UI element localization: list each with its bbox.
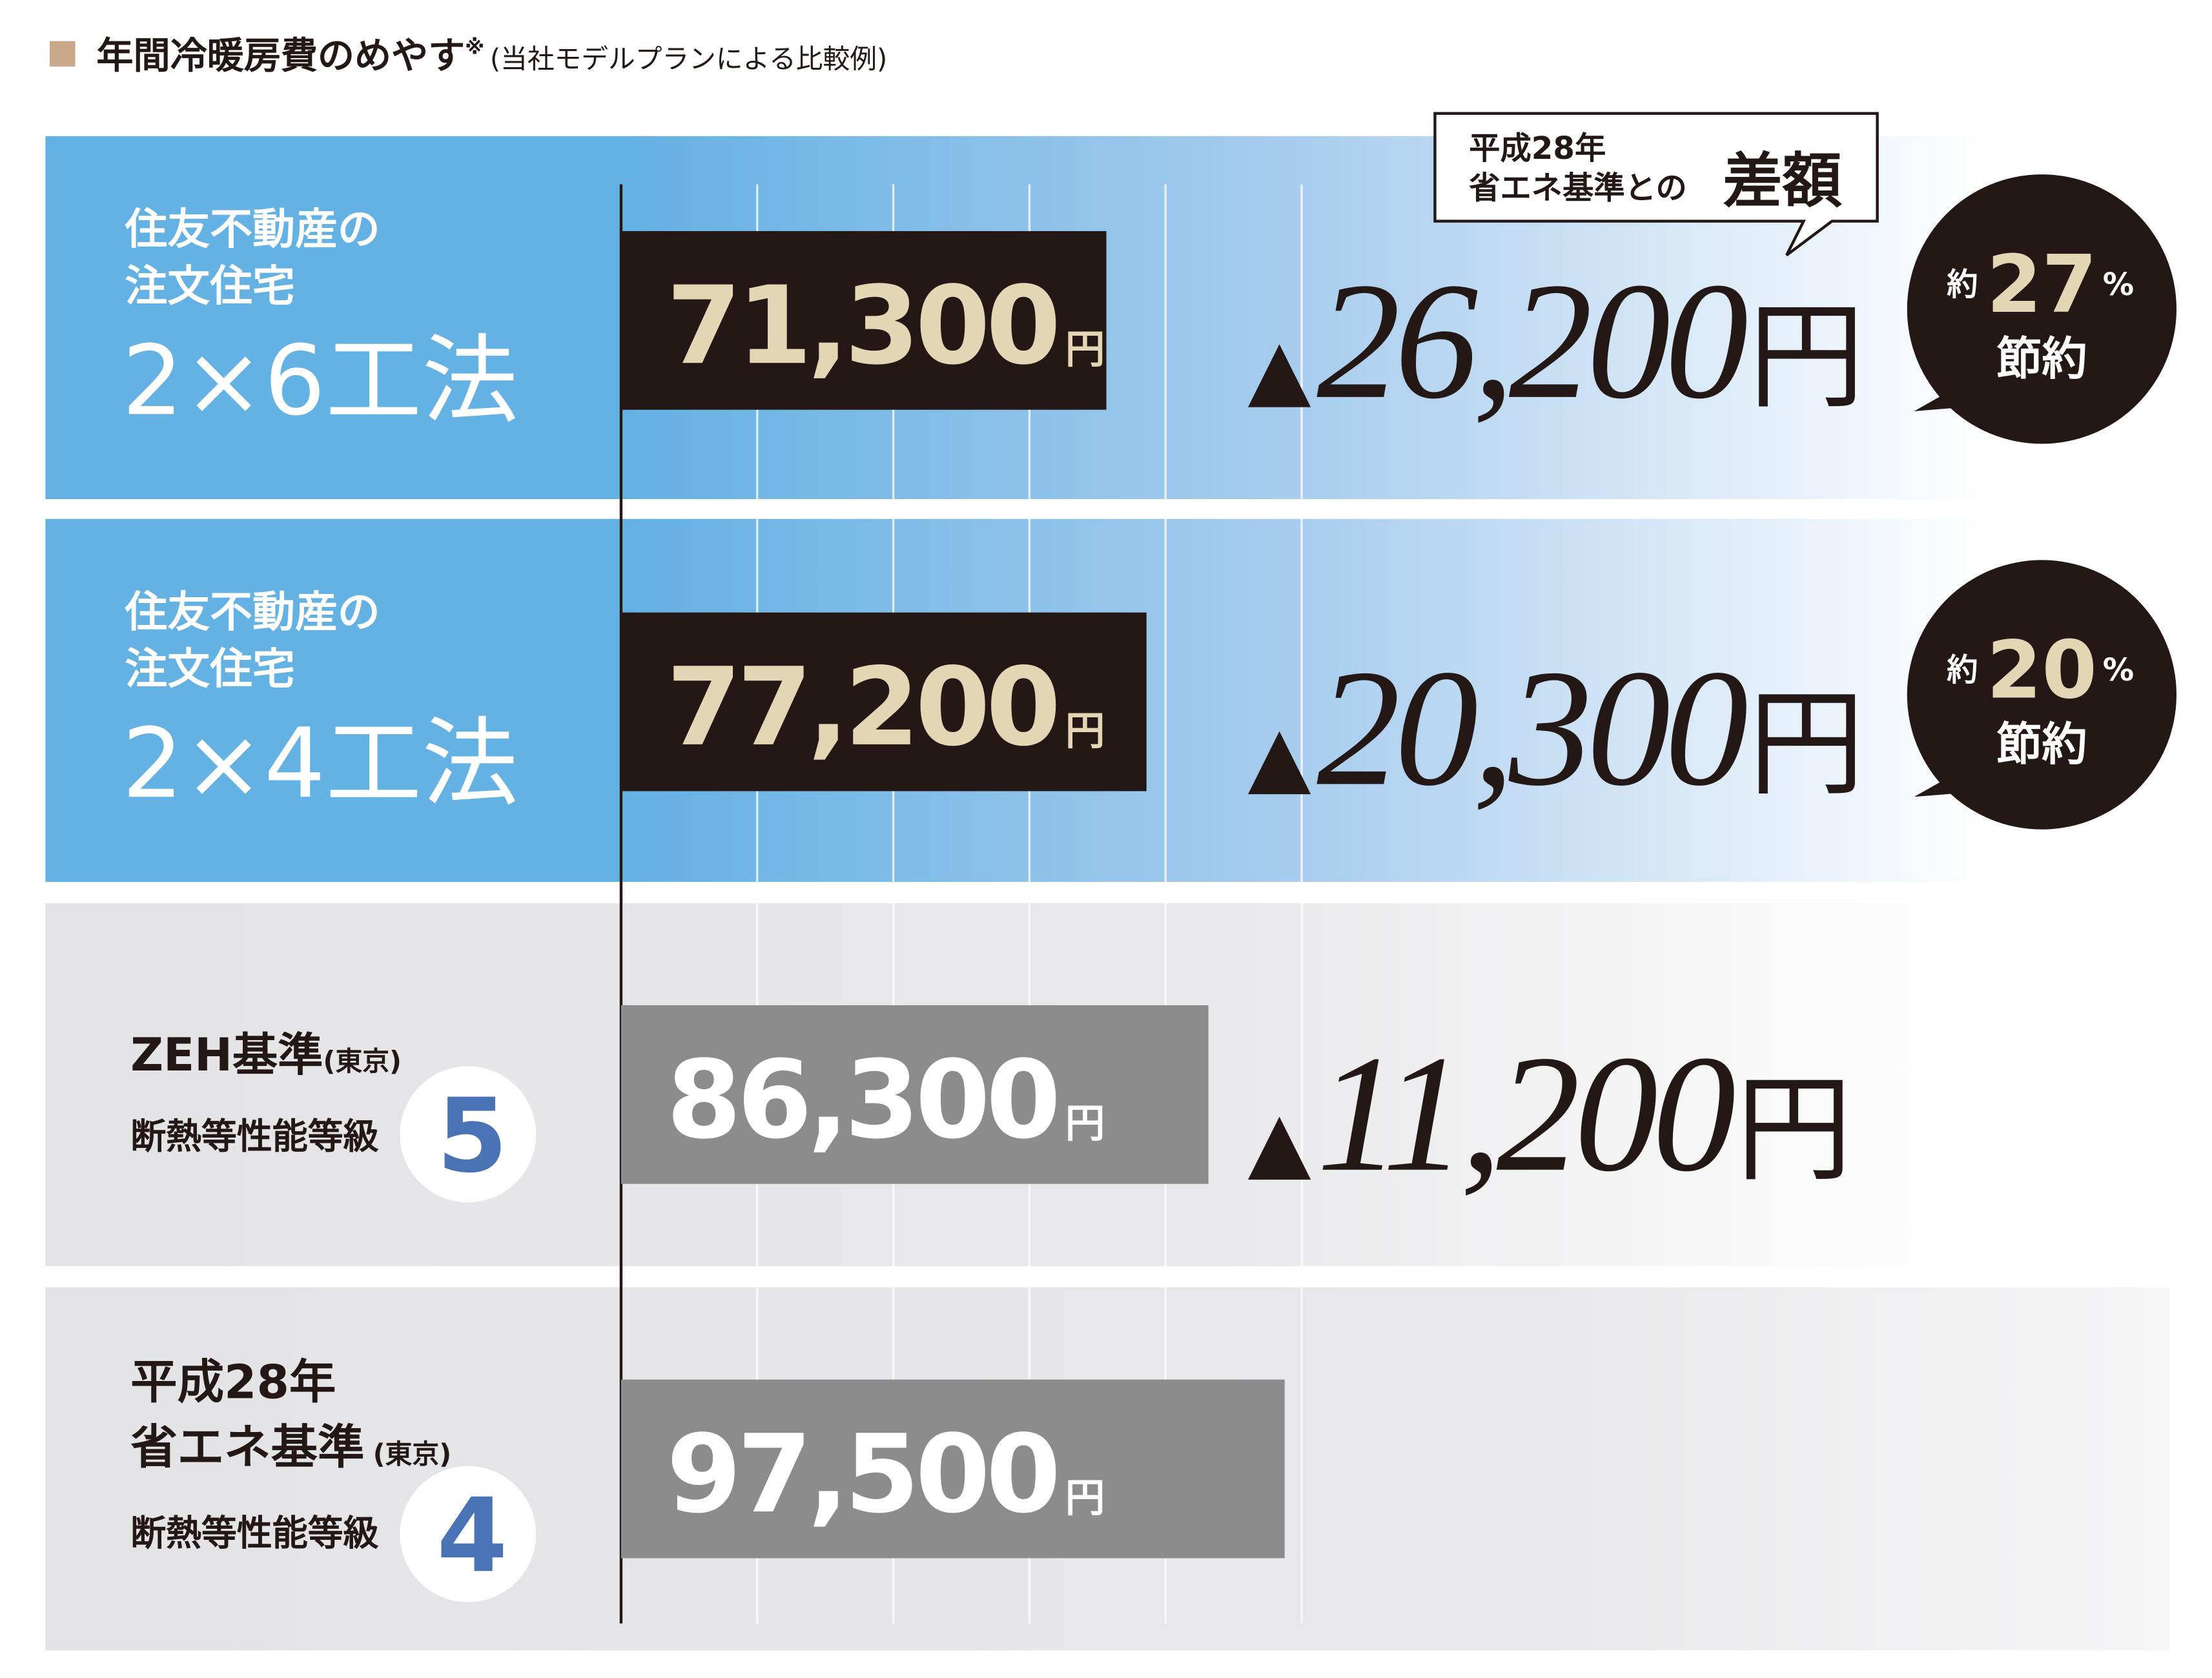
row-label: 断熱等性能等級	[130, 1513, 378, 1554]
savings-value: 27	[1987, 239, 2097, 331]
difference-prefix: ▲	[1248, 1094, 1311, 1190]
difference-label: ▲11,200 円	[1248, 1021, 1852, 1207]
row-label: ZEH基準(東京)	[130, 1028, 402, 1081]
difference-number: 20,300	[1316, 635, 1748, 821]
value-number: 77,200	[666, 645, 1056, 770]
row-label: 注文住宅	[125, 261, 295, 311]
title-mark: ※	[465, 36, 484, 59]
row-label: 省エネ基準 (東京)	[130, 1420, 451, 1475]
callout-box	[1433, 112, 1879, 257]
savings-bubble	[1907, 174, 2177, 444]
row-label: 2×4工法	[122, 708, 518, 820]
value-label: 86,300 円	[666, 1038, 1105, 1163]
difference-unit: 円	[1736, 1063, 1852, 1198]
value-label: 71,300 円	[666, 263, 1105, 389]
title-text: 年間冷暖房費のめやす	[96, 34, 465, 77]
bars: 71,300 円77,200 円86,300 円97,500 円	[619, 184, 1285, 1624]
savings-unit: %	[2103, 652, 2134, 688]
grade-number: 5	[436, 1077, 507, 1196]
row-label-part: 省エネ基準	[130, 1420, 364, 1475]
grade-number: 4	[436, 1477, 507, 1595]
difference-unit: 円	[1748, 677, 1865, 812]
title-marker	[49, 41, 76, 67]
savings-suffix: 節約	[1996, 333, 2087, 385]
difference-number: 26,200	[1316, 249, 1748, 434]
row-label-part: (東京)	[373, 1438, 452, 1469]
bar	[620, 1005, 1209, 1184]
row-label: 平成28年	[130, 1355, 336, 1409]
value-number: 97,500	[666, 1412, 1056, 1537]
savings-suffix: 節約	[1996, 718, 2087, 771]
chart-title: 年間冷暖房費のめやす※ (当社モデルプランによる比較例)	[96, 34, 887, 77]
value-number: 71,300	[666, 263, 1056, 389]
value-unit: 円	[1065, 1475, 1105, 1521]
value-label: 97,500 円	[666, 1412, 1105, 1537]
bar	[620, 230, 1107, 410]
row-label: 住友不動産の	[124, 588, 380, 637]
savings-prefix: 約	[1947, 652, 1978, 688]
difference-label: ▲26,200 円	[1248, 249, 1865, 434]
value-unit: 円	[1065, 1101, 1105, 1147]
row-label: 断熱等性能等級	[130, 1116, 378, 1157]
subtitle: (当社モデルプランによる比較例)	[490, 43, 887, 74]
value-unit: 円	[1065, 708, 1105, 754]
grade-circle	[400, 1066, 537, 1203]
grade-circle	[400, 1466, 537, 1602]
row-label: 2×6工法	[122, 325, 518, 437]
row-label-part: ZEH基準	[130, 1028, 323, 1081]
savings-bubble	[1907, 560, 2177, 830]
callout-emphasis: 差額	[1723, 146, 1842, 216]
difference-number: 11,200	[1316, 1021, 1736, 1207]
callout-text: 省エネ基準との	[1469, 170, 1687, 206]
difference-unit: 円	[1748, 290, 1865, 425]
savings-prefix: 約	[1947, 267, 1978, 303]
row-label: 住友不動産の	[124, 205, 380, 254]
savings-value: 20	[1987, 624, 2097, 717]
value-label: 77,200 円	[666, 645, 1105, 770]
difference-label: ▲20,300 円	[1248, 635, 1865, 821]
annotations: ▲26,200 円▲20,300 円▲11,200 円約 27 %節約約 20 %節約	[1248, 174, 2177, 1207]
difference-prefix: ▲	[1248, 322, 1311, 417]
value-number: 86,300	[666, 1038, 1056, 1163]
difference-prefix: ▲	[1248, 708, 1311, 804]
savings-unit: %	[2103, 267, 2134, 303]
bar	[620, 612, 1147, 792]
callout-text: 平成28年	[1469, 130, 1606, 167]
bar	[620, 1379, 1285, 1559]
value-unit: 円	[1065, 327, 1105, 373]
row-label: 注文住宅	[125, 644, 295, 693]
row-label-part: (東京)	[323, 1045, 402, 1077]
